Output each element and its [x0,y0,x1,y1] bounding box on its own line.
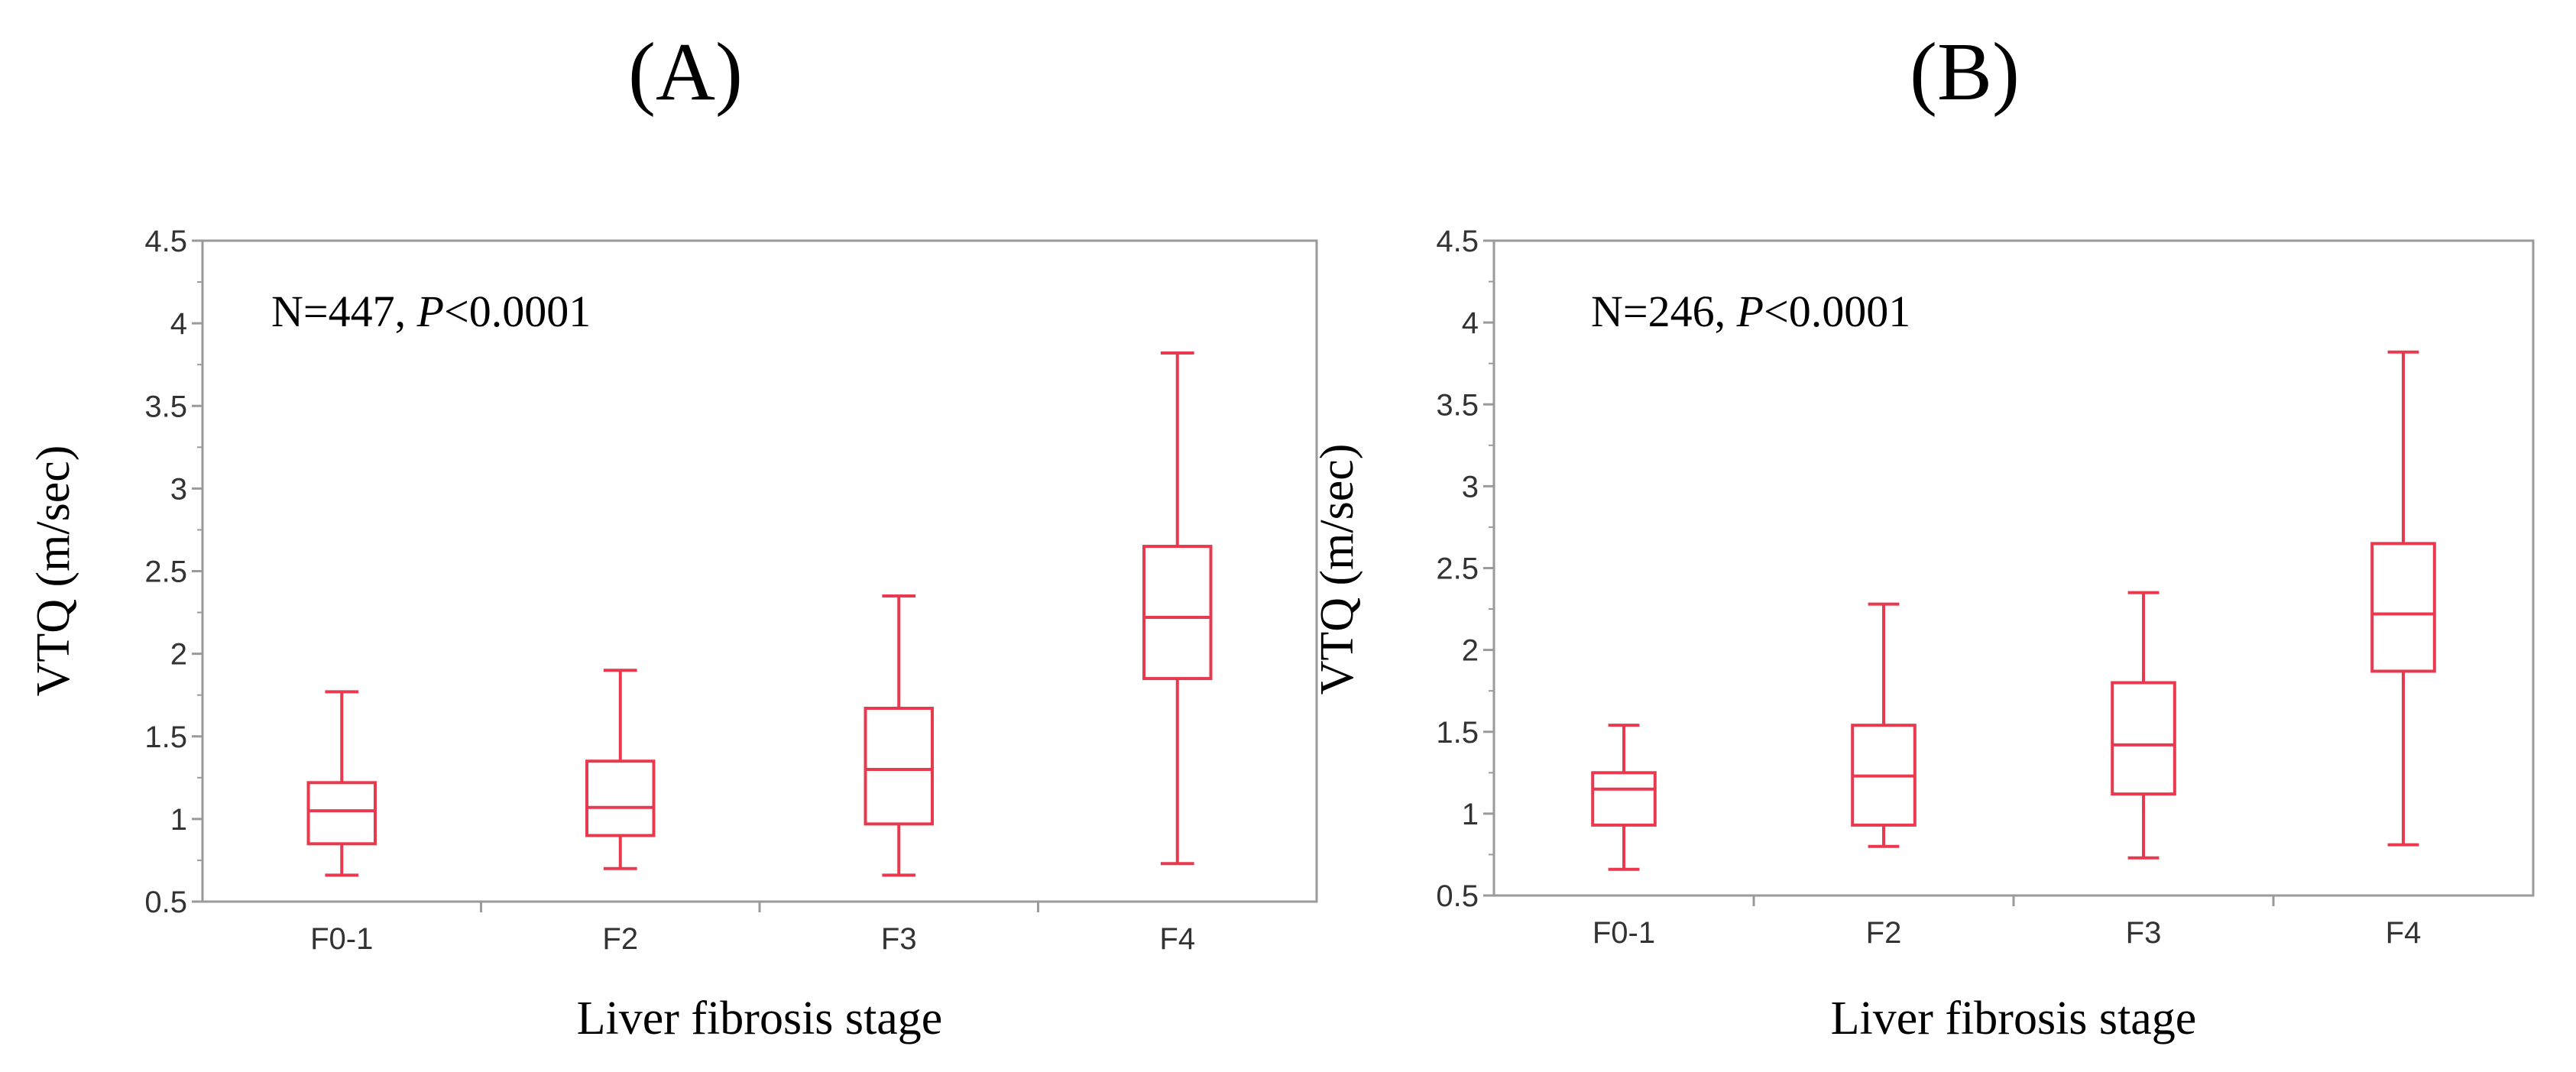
panel-b-x-tick-label: F2 [1866,916,1902,950]
panel-a-box-f2-iqr-box [585,759,656,837]
panel-b-box-f0-1 [1591,724,1657,871]
panel-a-box-f3 [864,594,934,877]
panel-b-boxes [1591,350,2436,871]
panel-a-box-f0-1-iqr-box [306,781,377,846]
panel-a-x-tick-label: F2 [602,922,638,956]
panel-a-box-f4-iqr-box [1142,545,1213,681]
panel-a-y-tick-label: 1.5 [144,721,187,754]
panel-b-y-tick-label: 1.5 [1436,716,1479,750]
panel-b-y-tick-label: 1 [1462,798,1479,831]
panel-b-y-tick-label: 3 [1462,470,1479,504]
panel-b-y-tick-label: 3.5 [1436,388,1479,422]
panel-a-y-tick-label: 2 [170,638,187,672]
panel-a-y-tick-label: 2.5 [144,555,187,589]
panel-b-y-tick-label: 2.5 [1436,552,1479,586]
panel-b-box-f3 [2111,591,2176,860]
panel-b-y-tick-label: 0.5 [1436,879,1479,913]
panel-a-y-tick-label: 1 [170,803,187,837]
panel-b-annotation: N=246, P<0.0001 [1591,287,1910,336]
panel-a: (A) 0.5 1 1.5 2 2.5 3 3.5 4 4.5 F0-1 F2 F3 F4 N=447… [28,27,1318,1044]
panel-b-x-tick-label: F4 [2386,916,2422,950]
panel-b-y-ticks: 0.5 1 1.5 2 2.5 3 3.5 4 4.5 [1436,225,1494,913]
panel-a-x-tick-label: F4 [1159,922,1195,956]
panel-a-y-tick-label: 3 [170,472,187,506]
panel-b-y-axis-title: VTQ (m/sec) [1311,444,1363,695]
panel-a-box-f2 [585,669,656,870]
panel-b-box-f4-iqr-box [2370,542,2436,673]
panel-a-box-f3-iqr-box [864,706,934,826]
panel-b-x-ticks: F0-1 F2 F3 F4 [1593,895,2421,950]
panel-b-box-f2 [1851,602,1917,848]
panel-a-x-ticks: F0-1 F2 F3 F4 [310,902,1195,956]
panel-a-y-axis-title: VTQ (m/sec) [28,445,79,697]
panel-b-box-f0-1-iqr-box [1591,771,1657,827]
panel-b-y-tick-label: 4 [1462,306,1479,340]
panel-b-label: (B) [1910,27,2020,118]
panel-b-x-tick-label: F0-1 [1593,916,1655,950]
panel-a-x-tick-label: F0-1 [310,922,373,956]
panel-b-plot-frame [1492,239,2535,897]
panel-b-x-axis-title: Liver fibrosis stage [1831,993,2197,1044]
panel-a-x-axis-title: Liver fibrosis stage [577,993,943,1044]
panel-a-plot-frame [201,239,1318,903]
panel-b-box-f3-iqr-box [2111,681,2176,796]
panel-b-box-f4 [2370,350,2436,847]
panel-a-y-ticks: 0.5 1 1.5 2 2.5 3 3.5 4 4.5 [144,225,203,919]
panel-a-y-tick-label: 3.5 [144,390,187,423]
panel-a-boxes [306,351,1213,877]
panel-a-box-f4 [1142,351,1213,866]
panel-a-x-tick-label: F3 [881,922,917,956]
panel-b: (B) 0.5 1 1.5 2 2.5 3 3.5 4 4.5 F0-1 F2 F3 F4 N=246… [1311,27,2535,1044]
panel-a-y-tick-label: 4.5 [144,225,187,258]
panel-a-y-tick-label: 4 [170,307,187,341]
panel-a-annotation: N=447, P<0.0001 [271,287,591,336]
panel-b-y-tick-label: 2 [1462,634,1479,668]
panel-a-box-f0-1 [306,690,377,877]
panel-b-y-tick-label: 4.5 [1436,225,1479,258]
panel-a-y-tick-label: 0.5 [144,886,187,919]
panel-a-label: (A) [628,27,743,118]
panel-b-x-tick-label: F3 [2126,916,2162,950]
